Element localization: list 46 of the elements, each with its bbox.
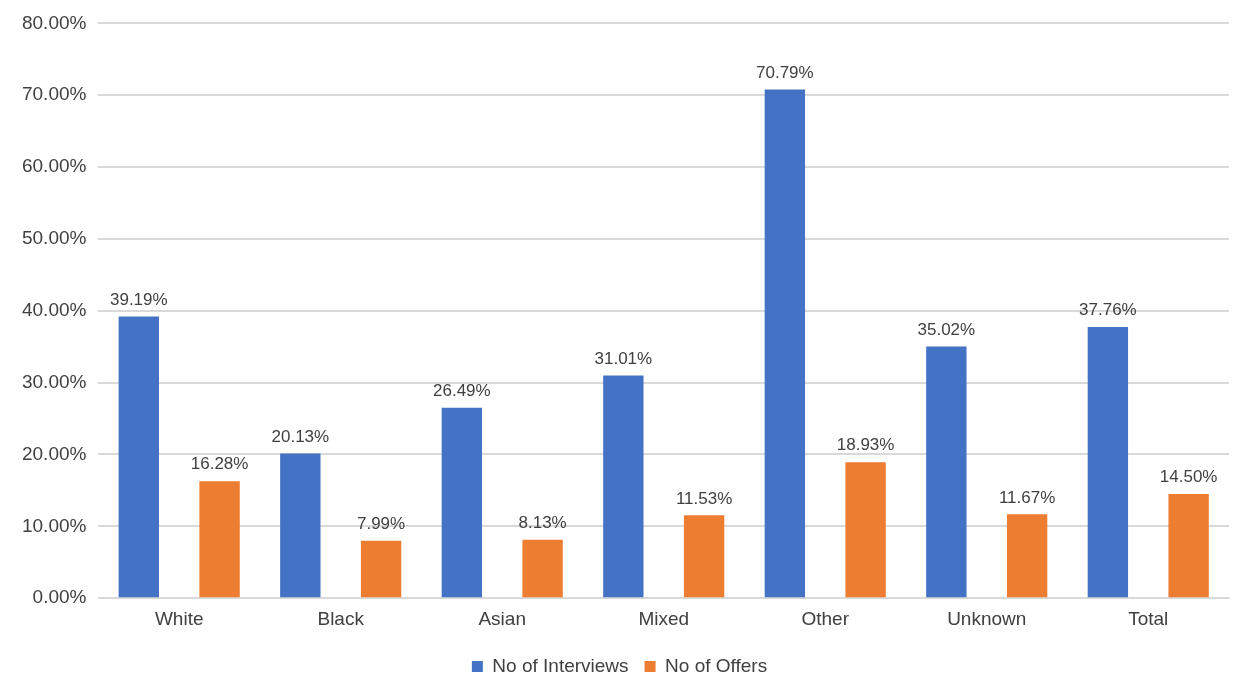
data-label: 39.19% xyxy=(109,289,168,309)
bar xyxy=(1168,494,1209,598)
bar xyxy=(926,346,967,598)
bar xyxy=(603,375,644,598)
data-label: 16.28% xyxy=(190,454,249,474)
bar xyxy=(441,407,483,598)
x-tick-label: Unknown xyxy=(947,607,1027,629)
data-label: 31.01% xyxy=(594,348,653,368)
bar xyxy=(199,481,240,598)
bar xyxy=(118,316,160,598)
x-tick-label: Black xyxy=(317,607,365,629)
data-label: 35.02% xyxy=(917,319,976,339)
x-tick-label: Other xyxy=(801,607,850,629)
y-tick-label: 30.00% xyxy=(21,370,87,392)
data-label: 11.67% xyxy=(998,487,1056,507)
y-tick-label: 80.00% xyxy=(21,11,87,33)
data-label: 7.99% xyxy=(356,513,406,533)
x-tick-label: Asian xyxy=(478,607,526,629)
data-label: 26.49% xyxy=(433,381,491,401)
data-label: 37.76% xyxy=(1079,300,1137,320)
y-tick-label: 40.00% xyxy=(21,299,87,321)
y-tick-label: 0.00% xyxy=(32,586,87,608)
x-tick-label: White xyxy=(154,607,204,629)
y-tick-label: 10.00% xyxy=(21,514,87,536)
x-tick-label: Total xyxy=(1128,607,1169,629)
data-label: 18.93% xyxy=(836,435,895,455)
bar xyxy=(280,453,321,598)
x-tick-label: Mixed xyxy=(638,607,690,629)
y-tick-label: 20.00% xyxy=(21,442,87,464)
bar xyxy=(1087,326,1129,598)
data-label: 8.13% xyxy=(518,512,567,532)
bar xyxy=(1006,514,1048,598)
data-label: 70.79% xyxy=(756,62,814,82)
bar xyxy=(522,539,563,598)
data-label: 11.53% xyxy=(675,488,733,508)
y-tick-label: 60.00% xyxy=(21,155,87,177)
bar xyxy=(764,89,806,598)
legend-label: No of Interviews xyxy=(492,654,629,676)
bar xyxy=(683,515,725,598)
y-tick-label: 70.00% xyxy=(21,83,87,105)
data-label: 14.50% xyxy=(1159,467,1218,487)
bar xyxy=(360,540,402,598)
bar xyxy=(845,462,886,598)
data-label: 20.13% xyxy=(271,426,330,446)
y-tick-label: 50.00% xyxy=(21,227,87,249)
legend-label: No of Offers xyxy=(665,654,768,676)
